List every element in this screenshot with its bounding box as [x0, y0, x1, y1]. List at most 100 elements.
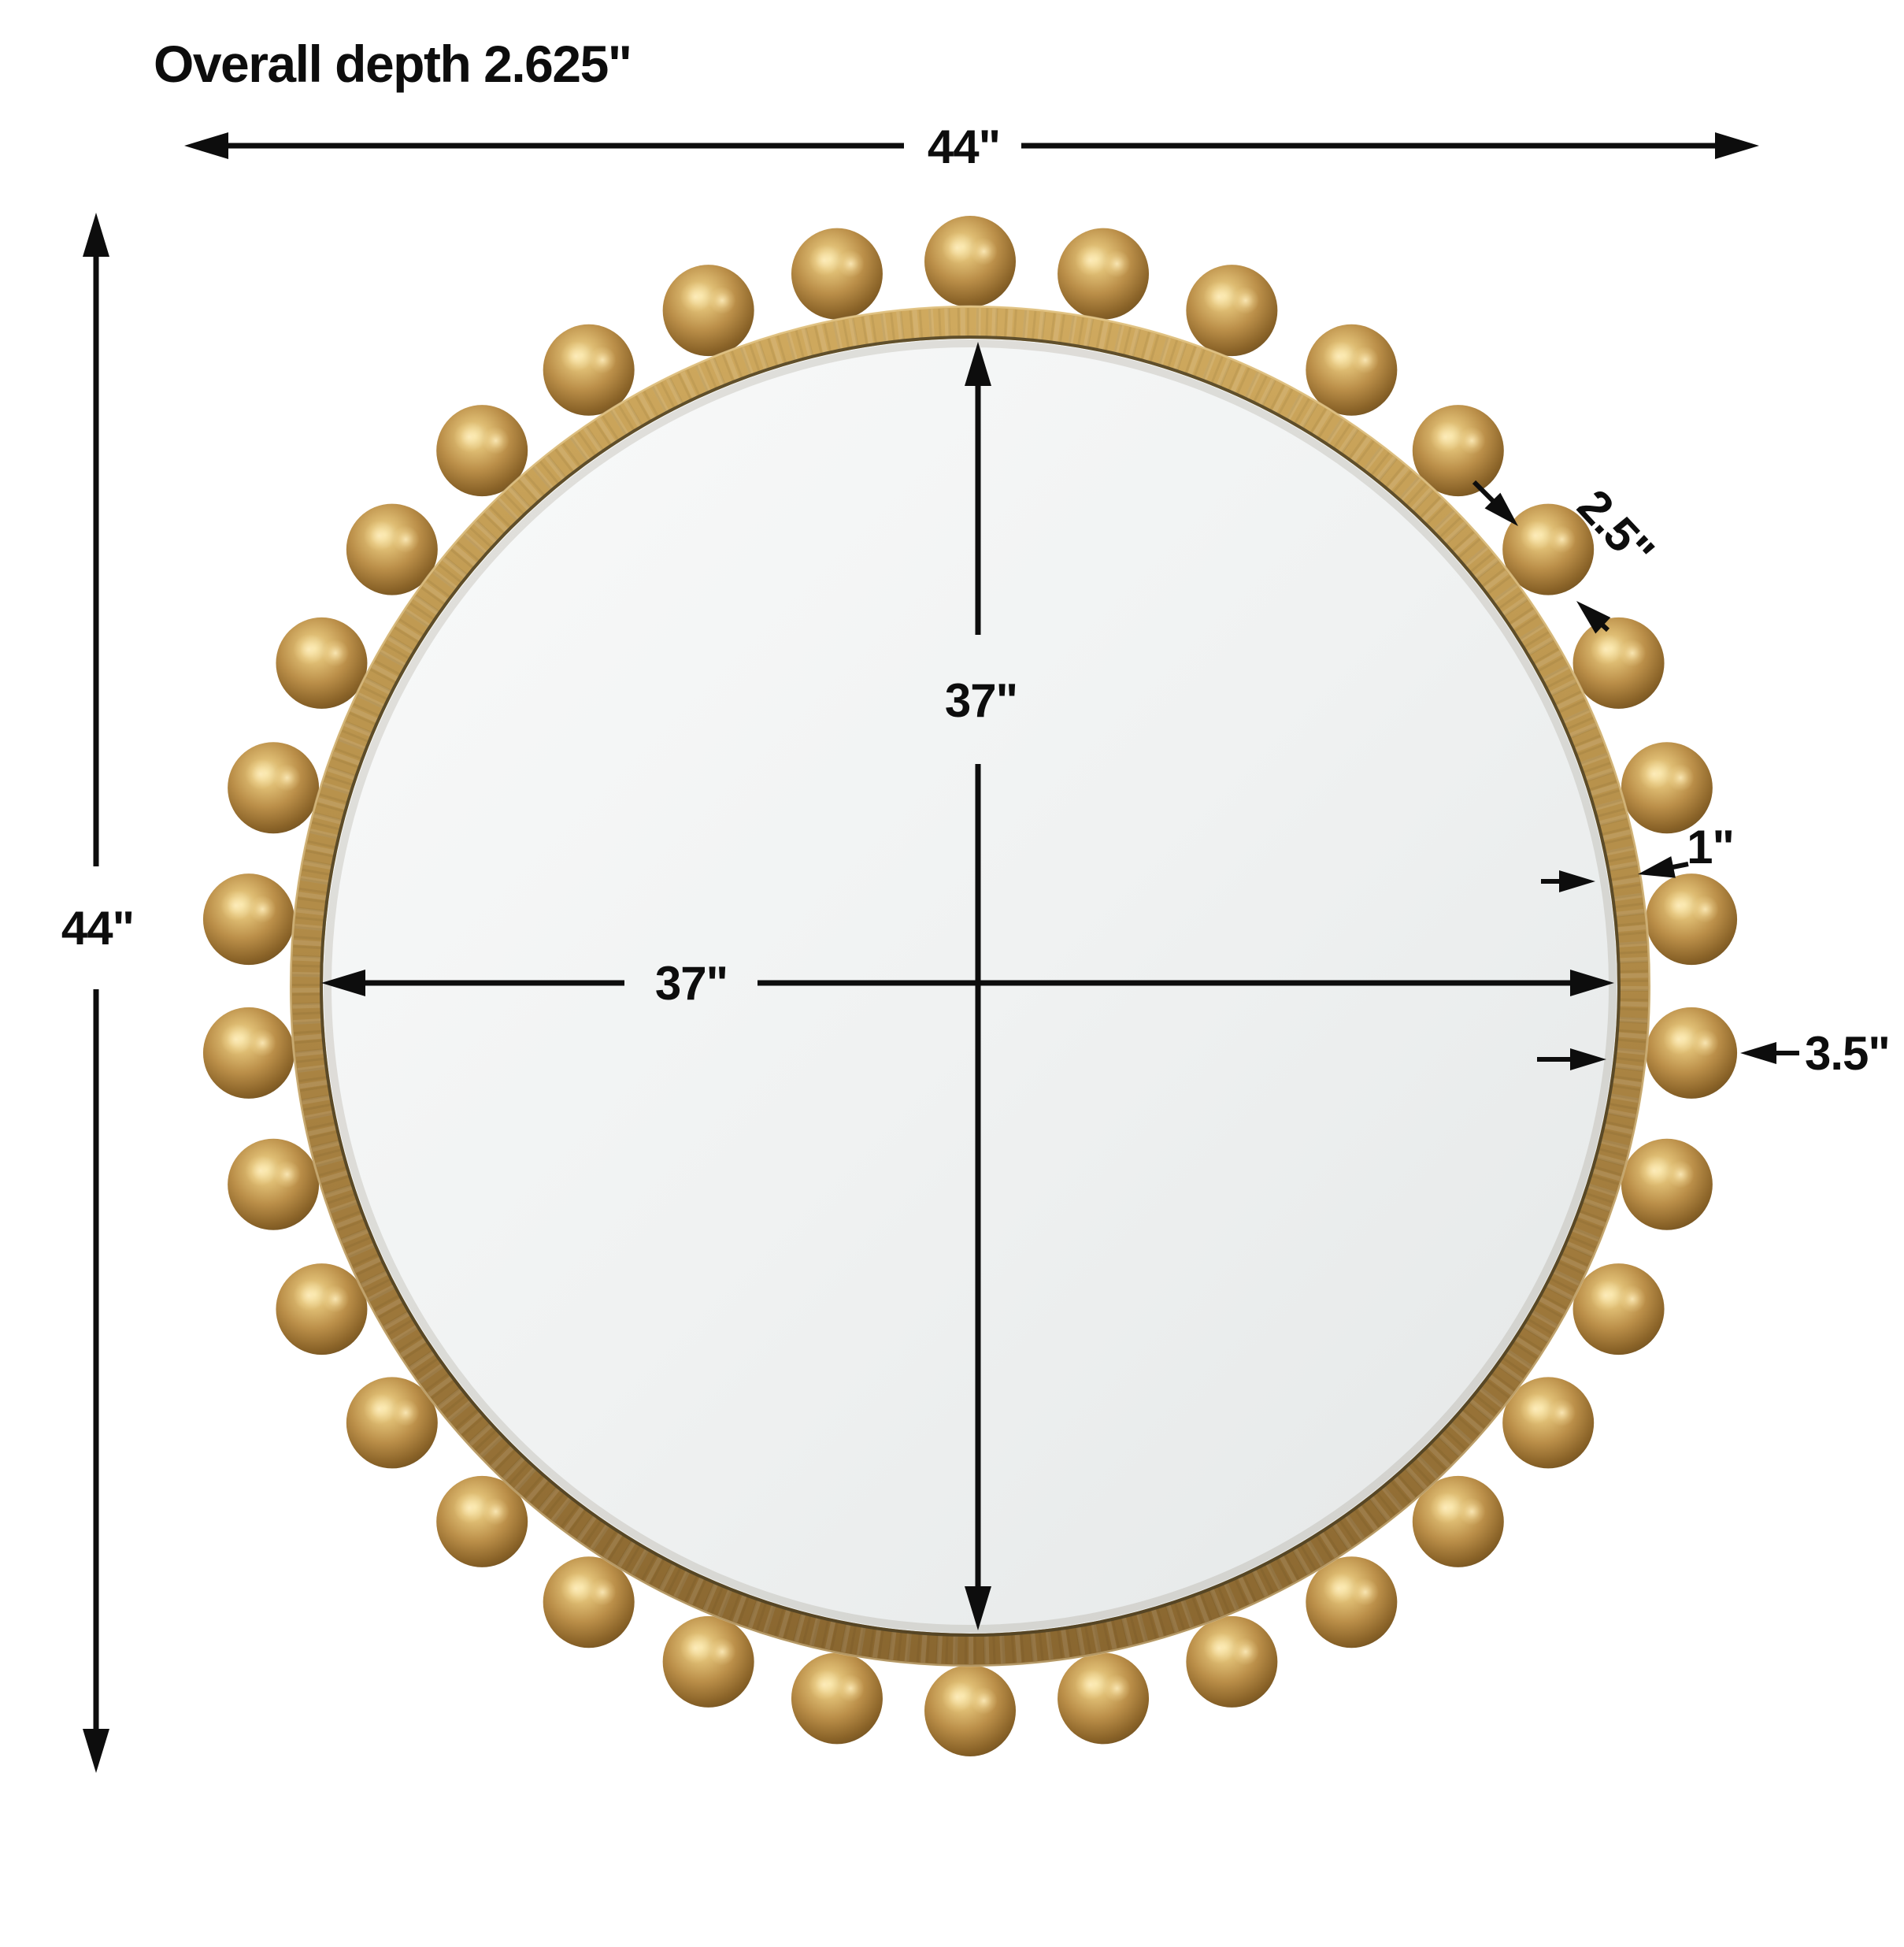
bead-highlight — [1618, 1285, 1647, 1313]
dimension-lines — [83, 132, 1799, 1773]
bead-sphere — [1186, 265, 1278, 357]
bead-highlight — [220, 889, 252, 922]
bead-highlight — [1691, 895, 1719, 923]
bead-highlight — [1520, 520, 1551, 551]
bead-highlight — [482, 1497, 509, 1526]
bead-highlight — [245, 1155, 276, 1187]
bead-highlight — [1323, 1573, 1354, 1604]
arrowhead — [1576, 601, 1611, 634]
bead-highlight — [248, 1029, 276, 1057]
bead-highlight — [363, 520, 395, 551]
bead-highlight — [293, 633, 324, 666]
arrowhead — [83, 213, 109, 257]
bead-highlight — [1458, 1497, 1486, 1526]
bead-highlight — [560, 1573, 592, 1604]
bead-sphere — [228, 1138, 320, 1230]
overall-width-label: 44" — [928, 121, 1000, 173]
bead-sphere — [1186, 1615, 1278, 1708]
bead-sphere — [1572, 617, 1665, 709]
arrowhead — [184, 132, 228, 159]
mirror-glass — [323, 339, 1617, 1634]
bead-sphere — [662, 265, 754, 357]
bead-sphere — [1058, 1652, 1150, 1745]
arrowhead — [1638, 856, 1676, 878]
bead-highlight — [970, 237, 998, 265]
bead-highlight — [1663, 889, 1695, 922]
bead-highlight — [363, 1393, 395, 1425]
bead-highlight — [970, 1686, 998, 1715]
bead-sphere — [1646, 1007, 1738, 1099]
bead-highlight — [680, 281, 712, 313]
arrowhead — [1484, 492, 1518, 526]
bead-highlight — [1666, 764, 1695, 792]
bead-highlight — [321, 1285, 350, 1313]
frame-leaf-texture — [292, 308, 1648, 1664]
bead-sphere — [202, 873, 294, 966]
arrowhead — [1740, 1042, 1776, 1064]
frame-width-label: 1" — [1687, 821, 1734, 873]
bead-highlight — [1323, 340, 1354, 373]
bead-highlight — [482, 426, 509, 454]
bead-highlight — [1103, 1674, 1131, 1702]
bead-sphere — [1058, 228, 1150, 320]
bead-sphere — [662, 1615, 754, 1708]
overall-height-label: 44" — [61, 902, 134, 955]
bead-sphere — [791, 1652, 883, 1745]
bead-highlight — [808, 1669, 840, 1700]
dimension-labels: Overall depth 2.625" 44" 44" 37" 37" 1" … — [61, 35, 1891, 1080]
bead-highlight — [454, 1492, 485, 1524]
mirror-height-label: 37" — [945, 674, 1017, 727]
frame-leaf-texture — [292, 308, 1648, 1664]
bead-highlight — [454, 421, 485, 453]
bead-highlight — [248, 895, 276, 923]
bead-highlight — [220, 1023, 252, 1055]
bead-highlight — [391, 525, 420, 554]
bead-sphere — [202, 1007, 294, 1099]
bead-highlight — [1103, 250, 1131, 278]
bead-sphere — [791, 228, 883, 320]
arrowhead — [83, 1729, 109, 1773]
bead-sphere — [1572, 1263, 1665, 1355]
frame-outer-highlight — [289, 305, 1651, 1667]
bead-sphere — [228, 742, 320, 834]
mirror-width-label: 37" — [655, 957, 728, 1010]
bead-ring — [202, 216, 1738, 1756]
bead-highlight — [1520, 1393, 1551, 1425]
bead-highlight — [391, 1399, 420, 1427]
frame-with-bead-width-label: 3.5" — [1805, 1027, 1890, 1080]
arrowhead — [1570, 970, 1614, 996]
bead-highlight — [1548, 525, 1576, 554]
bead-highlight — [321, 639, 350, 667]
bead-highlight — [1429, 421, 1461, 453]
bead-highlight — [708, 1637, 736, 1666]
frame-ring — [290, 306, 1650, 1667]
bead-highlight — [1232, 1637, 1260, 1666]
bead-highlight — [1548, 1399, 1576, 1427]
mirror-frame — [289, 305, 1651, 1667]
bead-sphere — [276, 1263, 368, 1355]
bead-highlight — [1691, 1029, 1719, 1057]
glass-inner-shadow — [324, 339, 1617, 1633]
bead-highlight — [1203, 281, 1235, 313]
arrowhead — [1559, 870, 1595, 892]
bead-highlight — [1203, 1632, 1235, 1664]
glass-edge-line — [320, 336, 1621, 1637]
bead-highlight — [1638, 1155, 1670, 1187]
bead-highlight — [1075, 1669, 1106, 1700]
bead-highlight — [1666, 1160, 1695, 1189]
bead-highlight — [1429, 1492, 1461, 1524]
bead-highlight — [942, 232, 973, 264]
bead-highlight — [680, 1632, 712, 1664]
bead-highlight — [588, 346, 617, 374]
arrowhead — [965, 1586, 991, 1630]
bead-highlight — [1590, 1279, 1622, 1311]
bead-highlight — [1351, 346, 1380, 374]
bead-highlight — [1638, 758, 1670, 790]
bead-highlight — [836, 1674, 865, 1702]
bead-highlight — [1232, 286, 1260, 314]
bead-sphere — [924, 1665, 1016, 1756]
bead-highlight — [1351, 1578, 1380, 1606]
bead-highlight — [245, 758, 276, 790]
arrowhead — [965, 342, 991, 386]
